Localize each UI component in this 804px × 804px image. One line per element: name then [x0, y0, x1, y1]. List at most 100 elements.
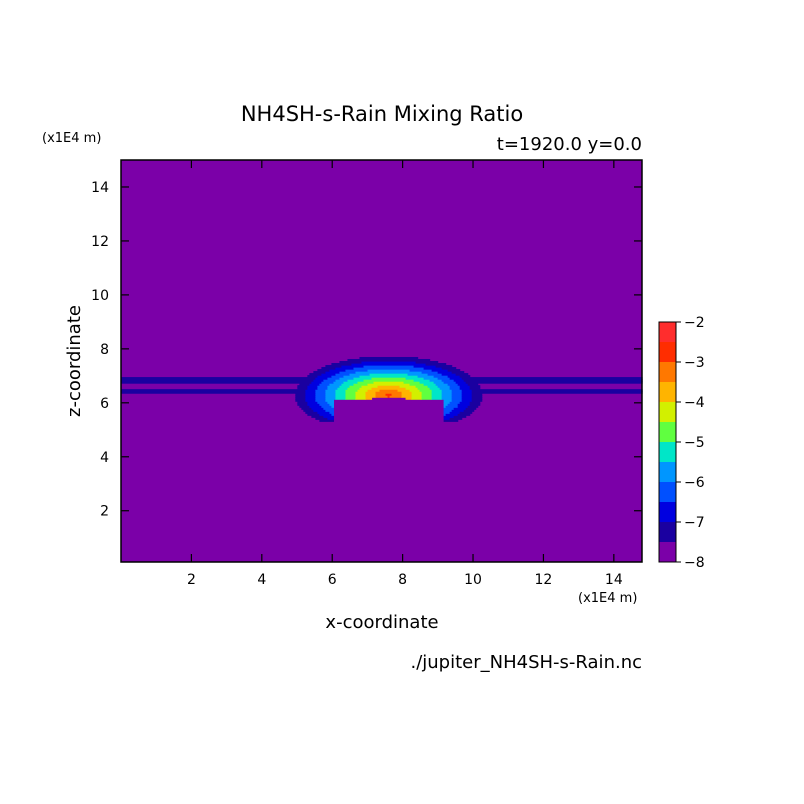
field-cell: [345, 395, 357, 398]
field-cell: [329, 403, 335, 406]
y-tick-label: 6: [100, 396, 109, 412]
field-cell: [471, 393, 483, 396]
field-cell: [307, 413, 320, 416]
field-cell: [311, 381, 322, 384]
field-cell: [405, 397, 413, 400]
field-cell: [391, 393, 403, 396]
field-cell: [337, 387, 349, 390]
field-cell: [441, 389, 453, 392]
field-cell: [435, 365, 453, 368]
field-cell: [417, 375, 435, 378]
field-cell: [305, 411, 318, 414]
colorbar-swatch: [659, 342, 676, 362]
field-cell: [317, 385, 328, 388]
field-cell: [451, 371, 465, 374]
field-cell: [305, 395, 316, 398]
field-cell: [331, 413, 335, 416]
colorbar-swatch: [659, 382, 676, 402]
colorbar-swatch: [659, 422, 676, 442]
field-cell: [443, 399, 453, 402]
field-cell: [353, 377, 373, 380]
field-cell: [421, 393, 433, 396]
field-cell: [471, 395, 483, 398]
field-cell: [313, 371, 326, 374]
field-cell: [407, 373, 429, 376]
field-cell: [345, 393, 357, 396]
field-cell: [359, 375, 419, 378]
field-cell: [413, 365, 437, 368]
field-cell: [367, 383, 411, 386]
field-cell: [421, 395, 433, 398]
field-cell: [423, 377, 439, 380]
field-cell: [343, 375, 361, 378]
field-cell: [461, 397, 473, 400]
field-cell: [419, 389, 433, 392]
field-cell: [411, 395, 423, 398]
field-cell: [425, 363, 447, 366]
field-cell: [433, 375, 449, 378]
field-cell: [323, 415, 335, 418]
chart-subtitle: t=1920.0 y=0.0: [497, 134, 642, 155]
x-tick-label: 10: [464, 572, 482, 588]
colorbar-swatch: [659, 502, 676, 522]
field-cell: [347, 358, 431, 362]
x-tick-label: 12: [535, 572, 553, 588]
field-cell: [451, 399, 463, 402]
field-cell: [371, 387, 407, 390]
field-cell: [315, 377, 328, 380]
field-cell: [305, 389, 316, 392]
field-cell: [309, 373, 322, 376]
field-cell: [431, 397, 443, 400]
field-cell: [455, 373, 469, 376]
y-axis-label: z-coordinate: [64, 305, 85, 417]
field-cell: [415, 385, 429, 388]
field-cell: [307, 401, 318, 404]
field-cell: [313, 379, 324, 382]
field-cell: [335, 397, 347, 400]
field-cell: [359, 356, 419, 360]
field-cell: [445, 413, 459, 416]
field-cell: [405, 387, 419, 390]
field-cell: [461, 377, 643, 380]
field-cell: [463, 409, 475, 412]
y-axis-ticks: 2 4 6 8 10 12 14: [91, 180, 642, 520]
field-cell: [309, 383, 320, 386]
field-cell: [321, 373, 337, 376]
field-cell: [335, 393, 347, 396]
field-cell: [459, 385, 471, 388]
field-cell: [335, 389, 347, 392]
field-cell: [461, 391, 473, 394]
field-cell: [431, 369, 449, 372]
field-cell: [335, 395, 347, 398]
field-cell: [375, 395, 389, 398]
field-cell: [451, 391, 463, 394]
field-cell: [443, 415, 455, 418]
field-cell: [429, 379, 443, 382]
field-cell: [321, 381, 335, 384]
field-cell: [471, 397, 483, 400]
field-cell: [335, 391, 347, 394]
field-cell: [397, 389, 411, 392]
x-axis-label: x-coordinate: [325, 612, 438, 633]
field-cell: [441, 393, 453, 396]
colorbar-tick-label: −4: [684, 395, 705, 411]
field-cell: [367, 369, 411, 372]
colorbar-tick-label: −2: [684, 315, 705, 331]
field-cell: [443, 411, 451, 414]
field-cell: [443, 405, 447, 408]
field-cell: [299, 383, 310, 386]
field-cell: [453, 379, 465, 382]
x-tick-label: 8: [398, 572, 407, 588]
y-scale-label: (x1E4 m): [42, 131, 101, 146]
field-cell: [423, 383, 437, 386]
field-cell: [369, 373, 409, 376]
field-cell: [461, 395, 473, 398]
colorbar-tick-label: −5: [684, 435, 705, 451]
field-cell: [449, 377, 463, 380]
field-cell: [361, 361, 417, 364]
field-cell: [421, 371, 439, 374]
field-cell: [437, 371, 453, 374]
field-cell: [457, 403, 471, 406]
field-cell: [421, 397, 433, 400]
